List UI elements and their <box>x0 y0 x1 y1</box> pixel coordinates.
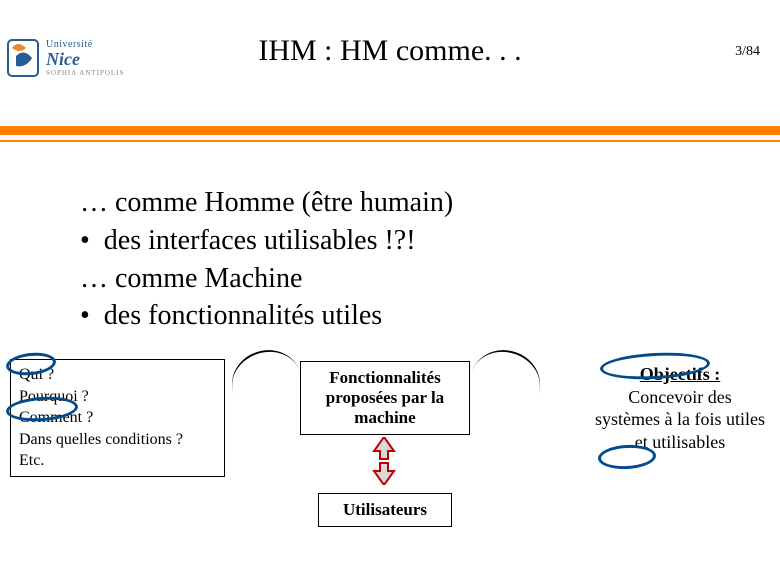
logo: Université Nice SOPHIA ANTIPOLIS <box>6 38 124 78</box>
questions-box: Qui ? Pourquoi ? Comment ? Dans quelles … <box>10 359 225 477</box>
question-line: Dans quelles conditions ? <box>19 429 216 451</box>
objectives-body: Concevoir des systèmes à la fois utiles … <box>595 387 765 452</box>
functionalities-box: Fonctionnalités proposées par la machine <box>300 361 470 435</box>
question-line: Pourquoi ? <box>19 386 216 408</box>
users-box: Utilisateurs <box>318 493 452 527</box>
logo-sub: SOPHIA ANTIPOLIS <box>46 70 124 77</box>
logo-city: Nice <box>46 50 124 68</box>
bullet-line: … comme Homme (être humain) <box>80 184 453 222</box>
logo-university: Université <box>46 40 124 50</box>
bullet-line: • des interfaces utilisables !?! <box>80 222 453 260</box>
connector-right-icon <box>470 341 549 401</box>
bidirectional-arrow-icon <box>372 437 396 485</box>
connector-left-icon <box>224 341 303 401</box>
bullet-line: … comme Machine <box>80 260 453 298</box>
page-number: 3/84 <box>735 44 760 60</box>
bullet-line: • des fonctionnalités utiles <box>80 297 453 335</box>
logo-mark-icon <box>6 38 40 78</box>
objectives-heading: Objectifs : <box>640 364 720 384</box>
divider-thin <box>0 140 780 142</box>
objectives-text: Objectifs : Concevoir des systèmes à la … <box>595 363 765 453</box>
question-line: Etc. <box>19 450 216 472</box>
question-line: Comment ? <box>19 407 216 429</box>
divider-thick <box>0 126 780 135</box>
body-bullets: … comme Homme (être humain) • des interf… <box>80 184 453 335</box>
logo-text: Université Nice SOPHIA ANTIPOLIS <box>46 40 124 77</box>
question-line: Qui ? <box>19 364 216 386</box>
